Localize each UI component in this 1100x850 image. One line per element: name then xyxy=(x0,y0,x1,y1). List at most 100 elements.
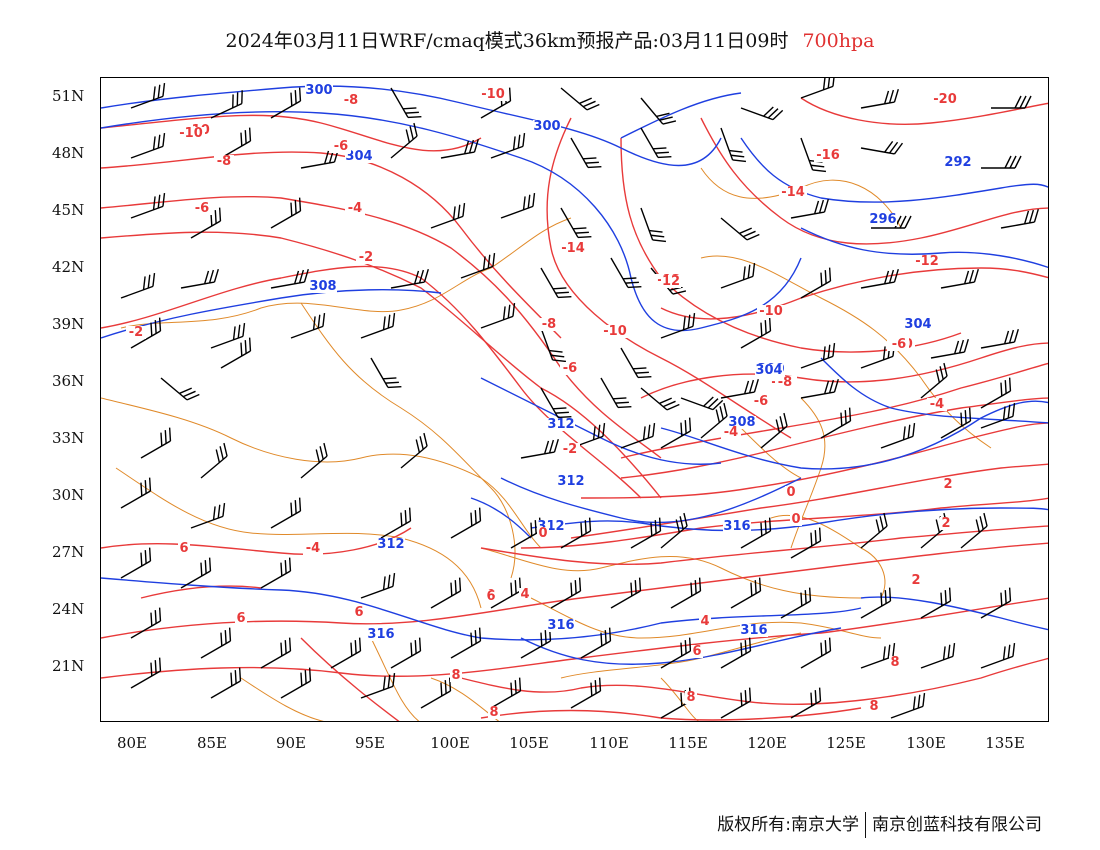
wind-barb xyxy=(800,342,836,369)
wind-barb xyxy=(780,587,812,619)
temperature-contour xyxy=(140,585,262,599)
wind-barb xyxy=(200,627,232,659)
lon-tick-label: 95E xyxy=(354,734,386,752)
contour-label: 308 xyxy=(309,279,336,294)
map-panel: 3003003042922963083003043043123083123123… xyxy=(100,77,1049,722)
wind-barb xyxy=(800,267,832,299)
contour-label-bg xyxy=(547,418,575,431)
contour-label-bg xyxy=(356,251,376,264)
wind-barb xyxy=(981,155,1022,169)
contour-label-bg xyxy=(775,376,795,389)
wind-barb xyxy=(860,269,899,289)
lat-tick-label: 30N xyxy=(52,486,85,504)
height-contour xyxy=(101,85,722,167)
wind-barb xyxy=(280,667,312,699)
wind-barb xyxy=(640,207,667,243)
contour-label-bg xyxy=(539,318,559,331)
contour-label: -8 xyxy=(778,375,792,390)
contour-label-bg xyxy=(309,280,337,293)
wind-barb xyxy=(130,607,162,639)
wind-barb xyxy=(680,396,724,411)
lat-tick-label: 51N xyxy=(52,87,85,105)
temperature-contour xyxy=(101,527,412,555)
contour-label: -6 xyxy=(892,337,906,352)
wind-barb xyxy=(620,422,656,449)
contour-label-bg xyxy=(560,362,580,375)
wind-barb xyxy=(980,329,1019,349)
wind-barb xyxy=(540,387,572,419)
contour-label: 2 xyxy=(941,516,950,531)
title-main: 2024年03月11日WRF/cmaq模式36km预报产品:03月11日09时 xyxy=(225,30,789,52)
contour-label: 304 xyxy=(345,149,372,164)
contour-label-bg xyxy=(331,140,351,153)
temperature-contour xyxy=(101,542,1048,639)
copyright: 版权所有:南京大学 南京创蓝科技有限公司 xyxy=(717,810,1042,838)
wind-barb xyxy=(270,269,309,289)
contour-label-bg xyxy=(214,155,234,168)
contour-label: -4 xyxy=(930,397,944,412)
copyright-right: 南京创蓝科技有限公司 xyxy=(872,815,1042,835)
contour-label-bg xyxy=(723,520,751,533)
wind-barb xyxy=(180,269,219,289)
wind-barb xyxy=(210,90,243,119)
wind-barb xyxy=(490,132,526,159)
contour-label-bg xyxy=(785,486,797,499)
contour-label-bg xyxy=(814,149,842,162)
temperature-contour xyxy=(546,117,792,439)
wind-barb xyxy=(140,427,172,459)
contour-label: -12 xyxy=(915,254,939,269)
height-contour xyxy=(530,507,1048,532)
contour-label-bg xyxy=(779,186,807,199)
contour-label-bg xyxy=(757,305,785,318)
contour-label: -2 xyxy=(359,250,373,265)
wind-barb xyxy=(740,106,784,121)
height-contours xyxy=(101,85,1048,665)
contour-label: 316 xyxy=(547,618,574,633)
boundary-line xyxy=(700,255,992,449)
wind-barb xyxy=(980,642,1016,669)
wind-barb xyxy=(360,312,396,339)
contour-label-bg xyxy=(868,700,880,713)
lon-tick-label: 120E xyxy=(747,734,787,752)
contour-label-bg xyxy=(740,624,768,637)
lon-tick-label: 85E xyxy=(196,734,228,752)
temperature-contour xyxy=(101,231,662,499)
wind-barb xyxy=(430,202,466,229)
wind-barb xyxy=(630,517,662,549)
wind-barb xyxy=(660,637,692,669)
wind-barb xyxy=(660,512,688,549)
height-contour xyxy=(520,627,842,665)
boundary-line xyxy=(120,217,572,329)
wind-barb xyxy=(930,339,969,359)
height-contour xyxy=(820,357,1048,424)
contour-label-bg xyxy=(235,612,247,625)
wind-barb xyxy=(270,87,302,119)
contour-label-bg xyxy=(927,398,947,411)
wind-barb xyxy=(960,512,988,549)
contour-label: 6 xyxy=(236,611,245,626)
contour-label: 8 xyxy=(686,690,695,705)
lat-tick-label: 27N xyxy=(52,543,85,561)
lat-tick-label: 45N xyxy=(52,201,85,219)
wind-barb xyxy=(270,197,302,229)
wind-barb xyxy=(660,312,696,339)
lat-tick-label: 21N xyxy=(52,657,85,675)
boundary-line xyxy=(370,637,420,721)
contour-label: 312 xyxy=(557,474,584,489)
wind-barb xyxy=(200,442,228,479)
wind-barb xyxy=(160,377,200,401)
temperature-contour xyxy=(620,397,1048,479)
contour-label-bg xyxy=(367,628,395,641)
wind-barb xyxy=(800,379,839,399)
height-contour xyxy=(620,92,742,139)
contour-label-bg xyxy=(944,156,972,169)
contour-label: 300 xyxy=(305,83,332,98)
wind-barb xyxy=(800,637,832,669)
wind-barb xyxy=(400,432,428,469)
lon-tick-label: 100E xyxy=(430,734,470,752)
contour-label: -10 xyxy=(481,87,505,102)
wind-barb xyxy=(260,637,292,669)
contour-label-bg xyxy=(721,426,741,439)
contour-labels: 3003003042922963083003043043123083123123… xyxy=(126,83,972,720)
copyright-divider xyxy=(865,812,866,838)
